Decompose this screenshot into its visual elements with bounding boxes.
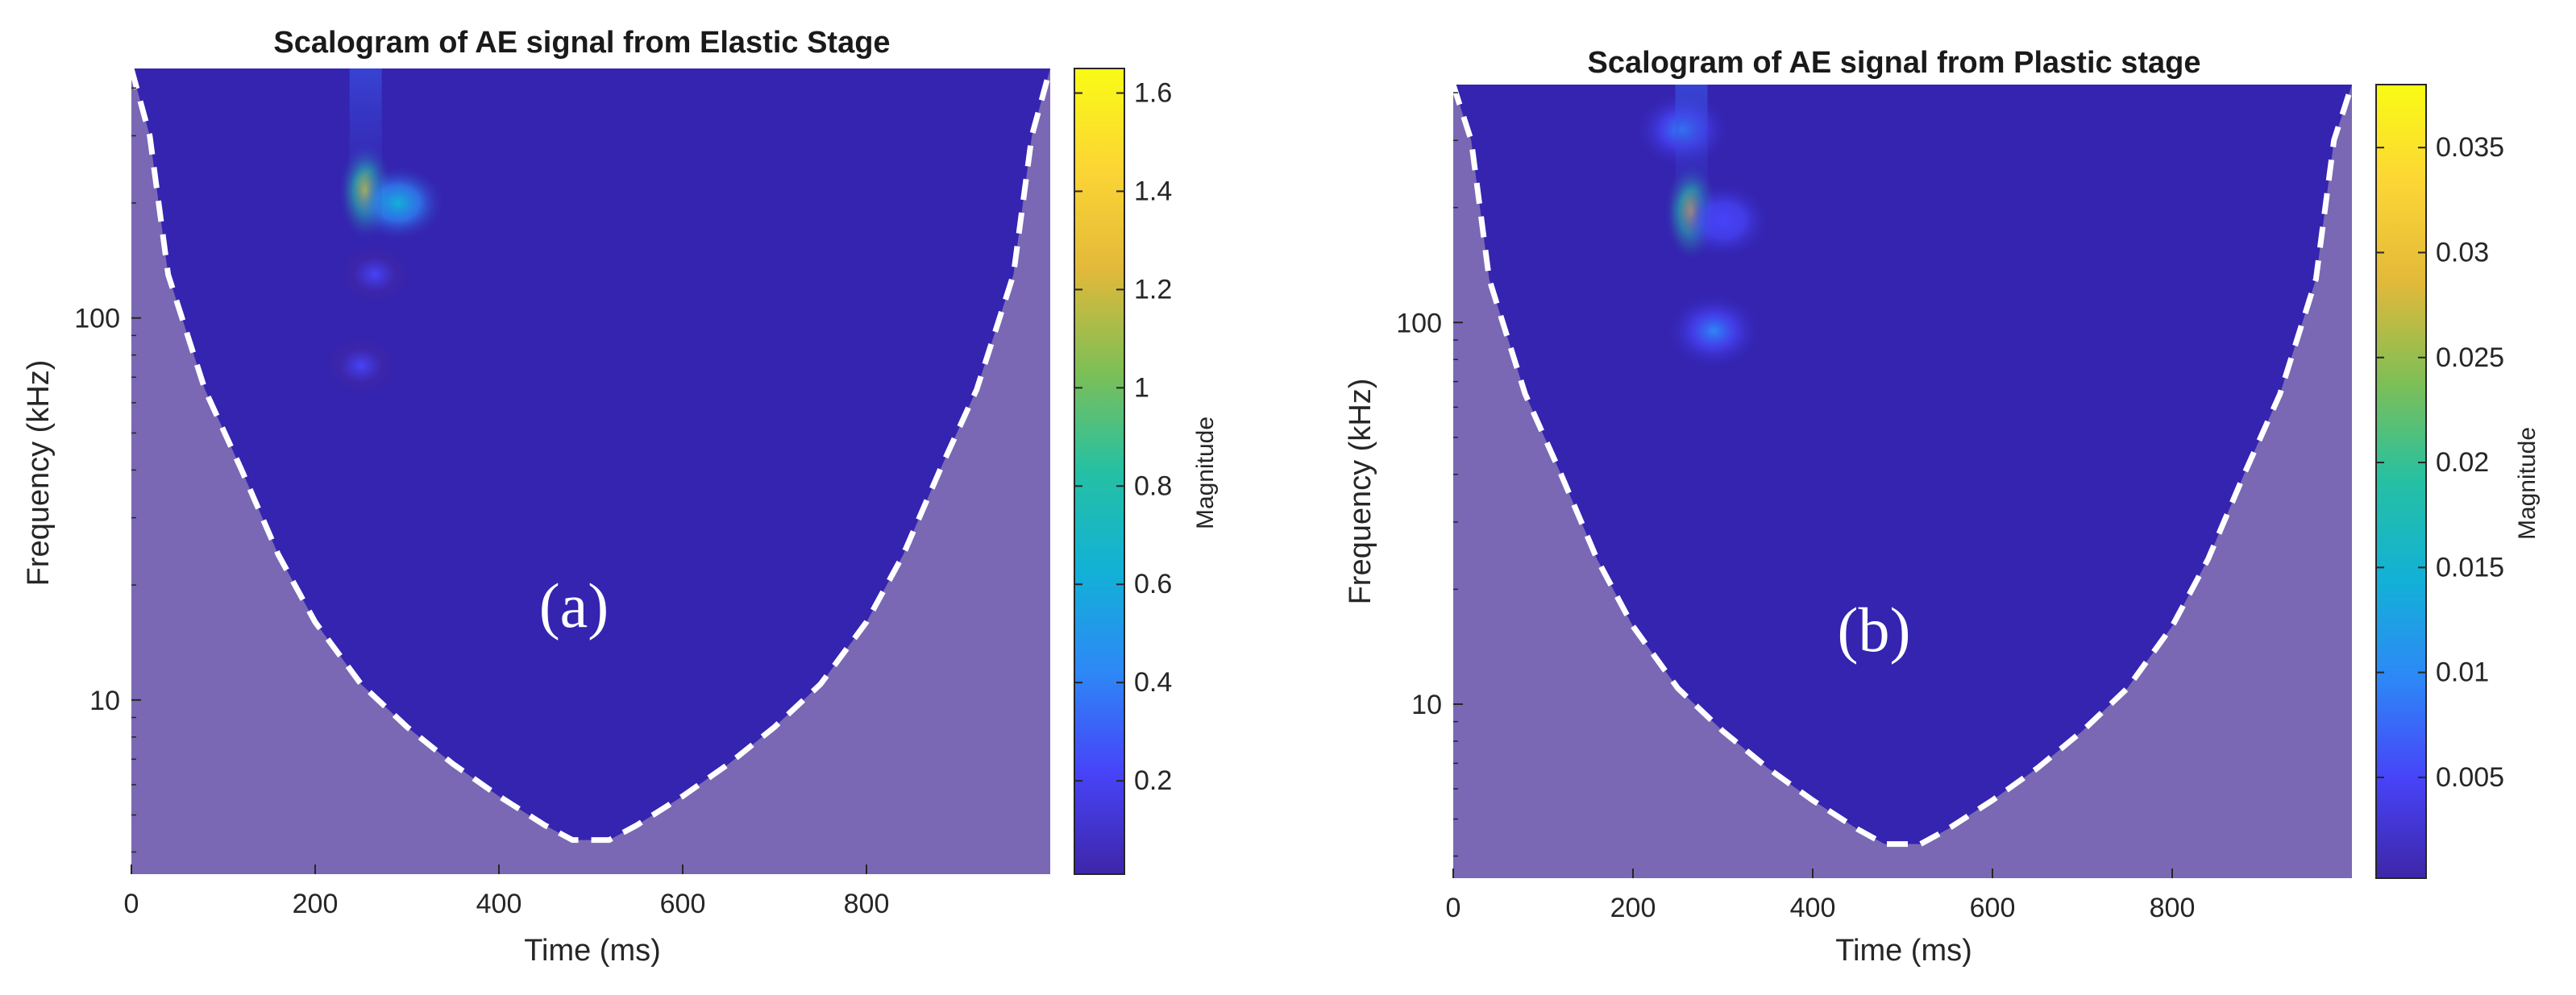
panel-b-xtick-label: 600 [1970, 893, 2016, 923]
panel-b-colorbar-tick-label: 0.01 [2436, 657, 2489, 688]
panel-b-ytick-label: 100 [1396, 308, 1442, 338]
panel-a-colorbar-tick-label: 1.6 [1134, 77, 1172, 108]
panel-a-colorbar-tick-label: 0.8 [1134, 471, 1172, 501]
panel-b-cone-of-influence [1453, 85, 2352, 878]
panel-b-xtick-label: 200 [1610, 893, 1656, 923]
panel-a-xtick-label: 600 [660, 889, 706, 919]
panel-a-colorbar-tick-label: 1 [1134, 372, 1149, 403]
panel-a-colorbar-tick-label: 0.2 [1134, 765, 1172, 796]
panel-b-colorbar-tick-label: 0.005 [2436, 762, 2504, 793]
panel-a-hotspot-3 [313, 326, 409, 404]
panel-b-colorbar-ramp [2375, 84, 2427, 879]
panel-a-colorbar-label: Magnitude [1192, 417, 1219, 529]
panel-b-xtick-label: 400 [1790, 893, 1836, 923]
panel-a-ytick-label: 10 [89, 686, 120, 716]
panel-a-xtick-label: 200 [293, 889, 339, 919]
panel-b-title: Scalogram of AE signal from Plastic stag… [1588, 46, 2201, 80]
panel-a-colorbar-tick-label: 1.2 [1134, 274, 1172, 305]
panel-a-onset-streak [349, 68, 382, 240]
panel-a-xtick-label: 800 [844, 889, 890, 919]
panel-a-hotspot-2 [326, 235, 424, 313]
panel-a-coi-boundary [131, 68, 1050, 844]
panel-b-colorbar-tick-label: 0.035 [2436, 132, 2504, 163]
panel-a-elastic: Scalogram of AE signal from Elastic Stag… [22, 26, 1219, 968]
panel-b-onset-streak [1675, 85, 1708, 260]
panel-b-plastic: Scalogram of AE signal from Plastic stag… [1344, 46, 2541, 968]
panel-b-ylabel: Frequency (kHz) [1344, 379, 1377, 605]
panel-a-colorbar-tick-label: 0.4 [1134, 667, 1172, 698]
panel-a-colorbar: 0.2 0.4 0.6 0.8 1 1.2 1.4 1.6 [1074, 68, 1172, 875]
panel-a-plot-area [131, 68, 1050, 874]
panel-a-ytick-label: 100 [74, 304, 120, 334]
panel-a-ylabel: Frequency (kHz) [22, 360, 56, 587]
panel-a-xlabel: Time (ms) [524, 934, 661, 968]
panel-b-xlabel: Time (ms) [1835, 934, 1972, 968]
panel-b-plot-area [1453, 85, 2352, 878]
panel-b-coi-boundary [1453, 85, 2352, 848]
panel-b-colorbar-tick-label: 0.03 [2436, 237, 2489, 267]
panel-b-axes: 0 200 400 600 800 10 100 [1396, 92, 2196, 923]
panel-a-colorbar-tick-label: 1.4 [1134, 176, 1172, 206]
panel-a-letter: (a) [539, 570, 609, 641]
panel-b-colorbar: 0.005 0.01 0.015 0.02 0.025 0.03 0.035 [2375, 84, 2504, 879]
panel-b-ytick-label: 10 [1411, 690, 1442, 720]
panel-a-colorbar-tick-label: 0.6 [1134, 569, 1172, 599]
panel-b-colorbar-tick-label: 0.025 [2436, 342, 2504, 373]
panel-b-colorbar-tick-label: 0.02 [2436, 447, 2489, 478]
panel-a-cone-of-influence [131, 68, 1050, 874]
panel-b-colorbar-label: Magnitude [2514, 427, 2541, 540]
panel-b-colorbar-tick-label: 0.015 [2436, 552, 2504, 582]
panel-a-title: Scalogram of AE signal from Elastic Stag… [273, 26, 890, 60]
panel-a-axes: 0 200 400 600 800 10 100 [74, 87, 890, 919]
panel-a-colorbar-ramp [1074, 68, 1125, 875]
panel-a-xtick-label: 0 [124, 889, 139, 919]
panel-b-xtick-label: 800 [2150, 893, 2196, 923]
panel-b-hotspot-1 [1665, 292, 1763, 370]
panel-a-xtick-label: 400 [476, 889, 522, 919]
panel-b-letter: (b) [1838, 595, 1911, 665]
panel-b-xtick-label: 0 [1446, 893, 1461, 923]
